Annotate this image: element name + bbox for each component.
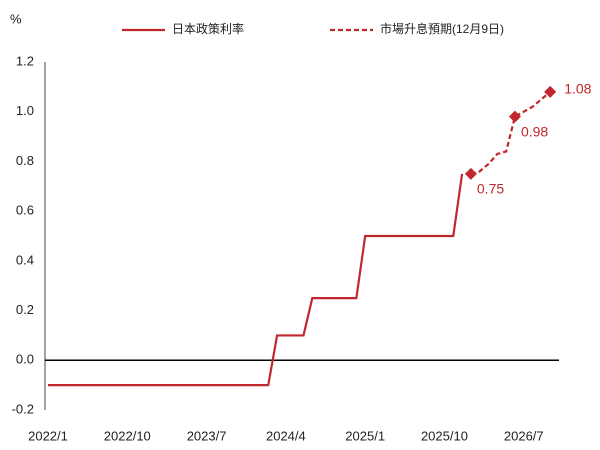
x-tick-label: 2024/4 [266,428,306,443]
x-tick-label: 2026/7 [504,428,544,443]
value-label: 0.98 [521,123,548,139]
legend-label: 日本政策利率 [172,21,244,36]
y-tick-label: 0.4 [16,252,34,267]
x-tick-label: 2025/10 [421,428,468,443]
series-line [470,90,551,175]
value-label: 1.08 [564,81,591,97]
y-tick-label: 1.2 [16,53,34,68]
y-tick-label: 0.6 [16,203,34,218]
legend-label: 市場升息預期(12月9日) [380,21,504,36]
x-tick-label: 2022/1 [28,428,68,443]
marker [508,110,521,123]
series-line [48,173,464,387]
x-tick-label: 2022/10 [104,428,151,443]
x-tick-label: 2025/1 [345,428,385,443]
value-label: 0.75 [477,181,504,197]
y-axis-label: % [10,11,22,26]
marker [464,167,477,180]
x-tick-label: 2023/7 [187,428,227,443]
y-tick-label: -0.2 [12,401,34,416]
y-tick-label: 1.0 [16,103,34,118]
y-tick-label: 0.2 [16,302,34,317]
marker [544,85,557,98]
y-tick-label: 0.0 [16,352,34,367]
y-tick-label: 0.8 [16,153,34,168]
